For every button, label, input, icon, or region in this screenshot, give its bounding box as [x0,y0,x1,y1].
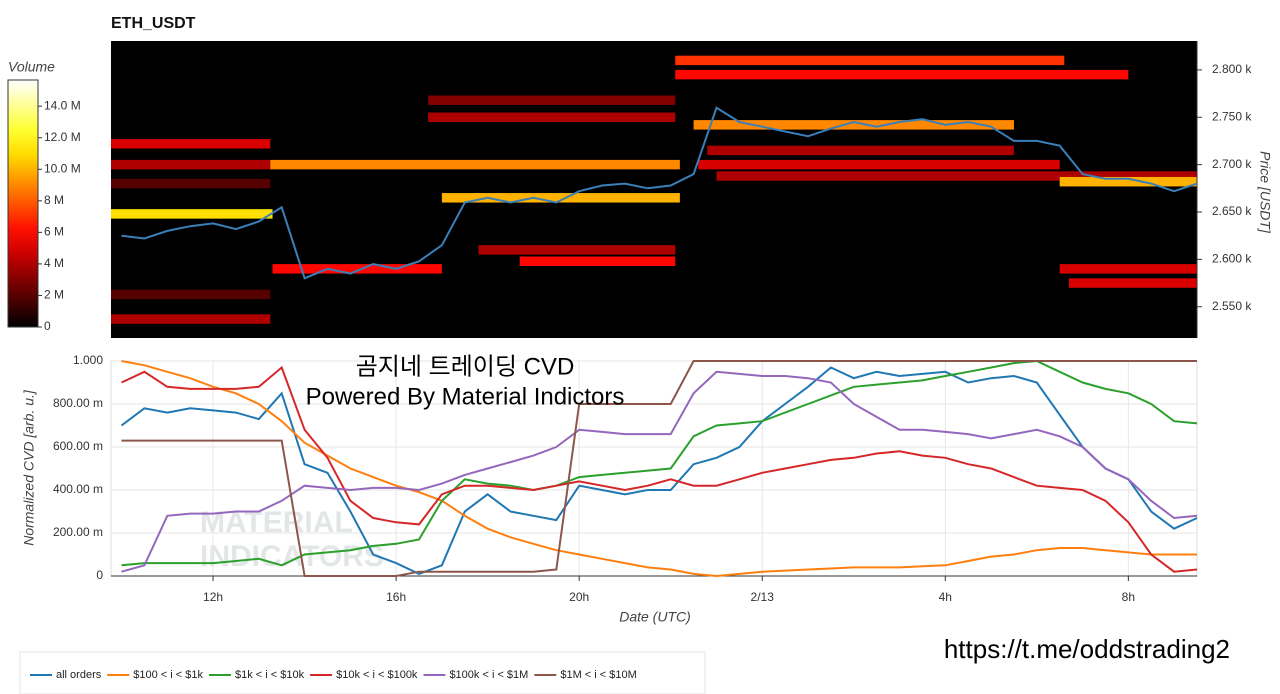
legend-label: $1k < i < $10k [235,669,305,681]
y-axis-label: Normalized CVD [arb. u.] [21,389,37,546]
y-tick-label: 2.750 k [1212,109,1252,123]
y-axis-label: Price [USDT] [1257,151,1273,234]
legend-label: $1M < i < $10M [560,669,636,681]
heatmap-cell [716,171,1197,181]
watermark: MATERIAL [200,506,353,539]
y-tick-label: 2.700 k [1212,157,1252,171]
x-tick-label: 12h [203,590,223,604]
x-tick-label: 4h [939,590,952,604]
series-line [121,370,1198,573]
heatmap-cell [111,178,271,189]
y-tick-label: 2.600 k [1212,252,1252,266]
series-line [121,365,1198,573]
colorbar-tick-label: 4 M [44,256,64,270]
heatmap-cell [675,55,1065,66]
colorbar-tick-label: 2 M [44,288,64,302]
heatmap-cell [698,159,1060,170]
legend-label: all orders [56,669,102,681]
heatmap-cell [111,209,273,219]
heatmap-cell [1068,278,1197,288]
x-axis-label: Date (UTC) [619,609,691,625]
heatmap-cell [272,264,442,274]
heatmap-cell [441,193,680,203]
legend-label: $100k < i < $1M [449,669,528,681]
y-tick-label: 0 [96,568,103,582]
legend-label: $10k < i < $100k [336,669,418,681]
legend [19,651,706,694]
y-tick-label: 800.00 m [53,396,103,410]
y-tick-label: 1.000 [73,353,103,367]
colorbar-title: Volume [8,59,55,75]
y-tick-label: 600.00 m [53,439,103,453]
x-tick-label: 8h [1122,590,1135,604]
series-line [120,366,1198,575]
heatmap-cell [428,95,676,105]
heatmap-cell [1059,176,1197,187]
price-line [121,106,1198,280]
watermark: INDICATORS [200,540,384,573]
series-line [121,360,1197,577]
x-tick-label: 2/13 [751,590,775,604]
x-tick-label: 20h [569,590,589,604]
heatmap-cell [111,159,271,170]
heatmap-cell [428,112,676,122]
annotation: 곰지네 트레이딩 CVD [356,353,575,380]
colorbar-tick-label: 10.0 M [44,161,81,175]
colorbar-tick-label: 12.0 M [44,130,81,144]
colorbar-tick-label: 6 M [44,225,64,239]
heatmap-cell [675,69,1129,80]
y-tick-label: 2.650 k [1212,204,1252,218]
heatmap-cell [1059,264,1197,274]
y-tick-label: 400.00 m [53,482,103,496]
heatmap-cell [707,145,1014,156]
heatmap-cell [111,139,271,149]
source-link: https://t.me/oddstrading2 [944,634,1230,664]
y-tick-label: 200.00 m [53,525,103,539]
chart-title: ETH_USDT [111,15,196,32]
colorbar [7,79,39,328]
colorbar-tick-label: 0 [44,319,51,333]
heatmap-cell [270,159,680,170]
series-line [121,360,1197,578]
heatmap-cell [693,120,1014,130]
annotation: Powered By Material Indictors [306,383,625,410]
colorbar-tick-label: 14.0 M [44,98,81,112]
x-tick-label: 16h [386,590,406,604]
heatmap-cell [111,289,271,300]
colorbar-tick-label: 8 M [44,193,64,207]
heatmap-cell [478,245,676,255]
heatmap-cell [111,314,271,324]
legend-label: $100 < i < $1k [133,669,203,681]
heatmap-cell [519,256,676,266]
y-tick-label: 2.550 k [1212,299,1252,313]
heatmap-background [111,41,1197,338]
y-tick-label: 2.800 k [1212,62,1252,76]
heatmap-cells [111,55,1197,324]
